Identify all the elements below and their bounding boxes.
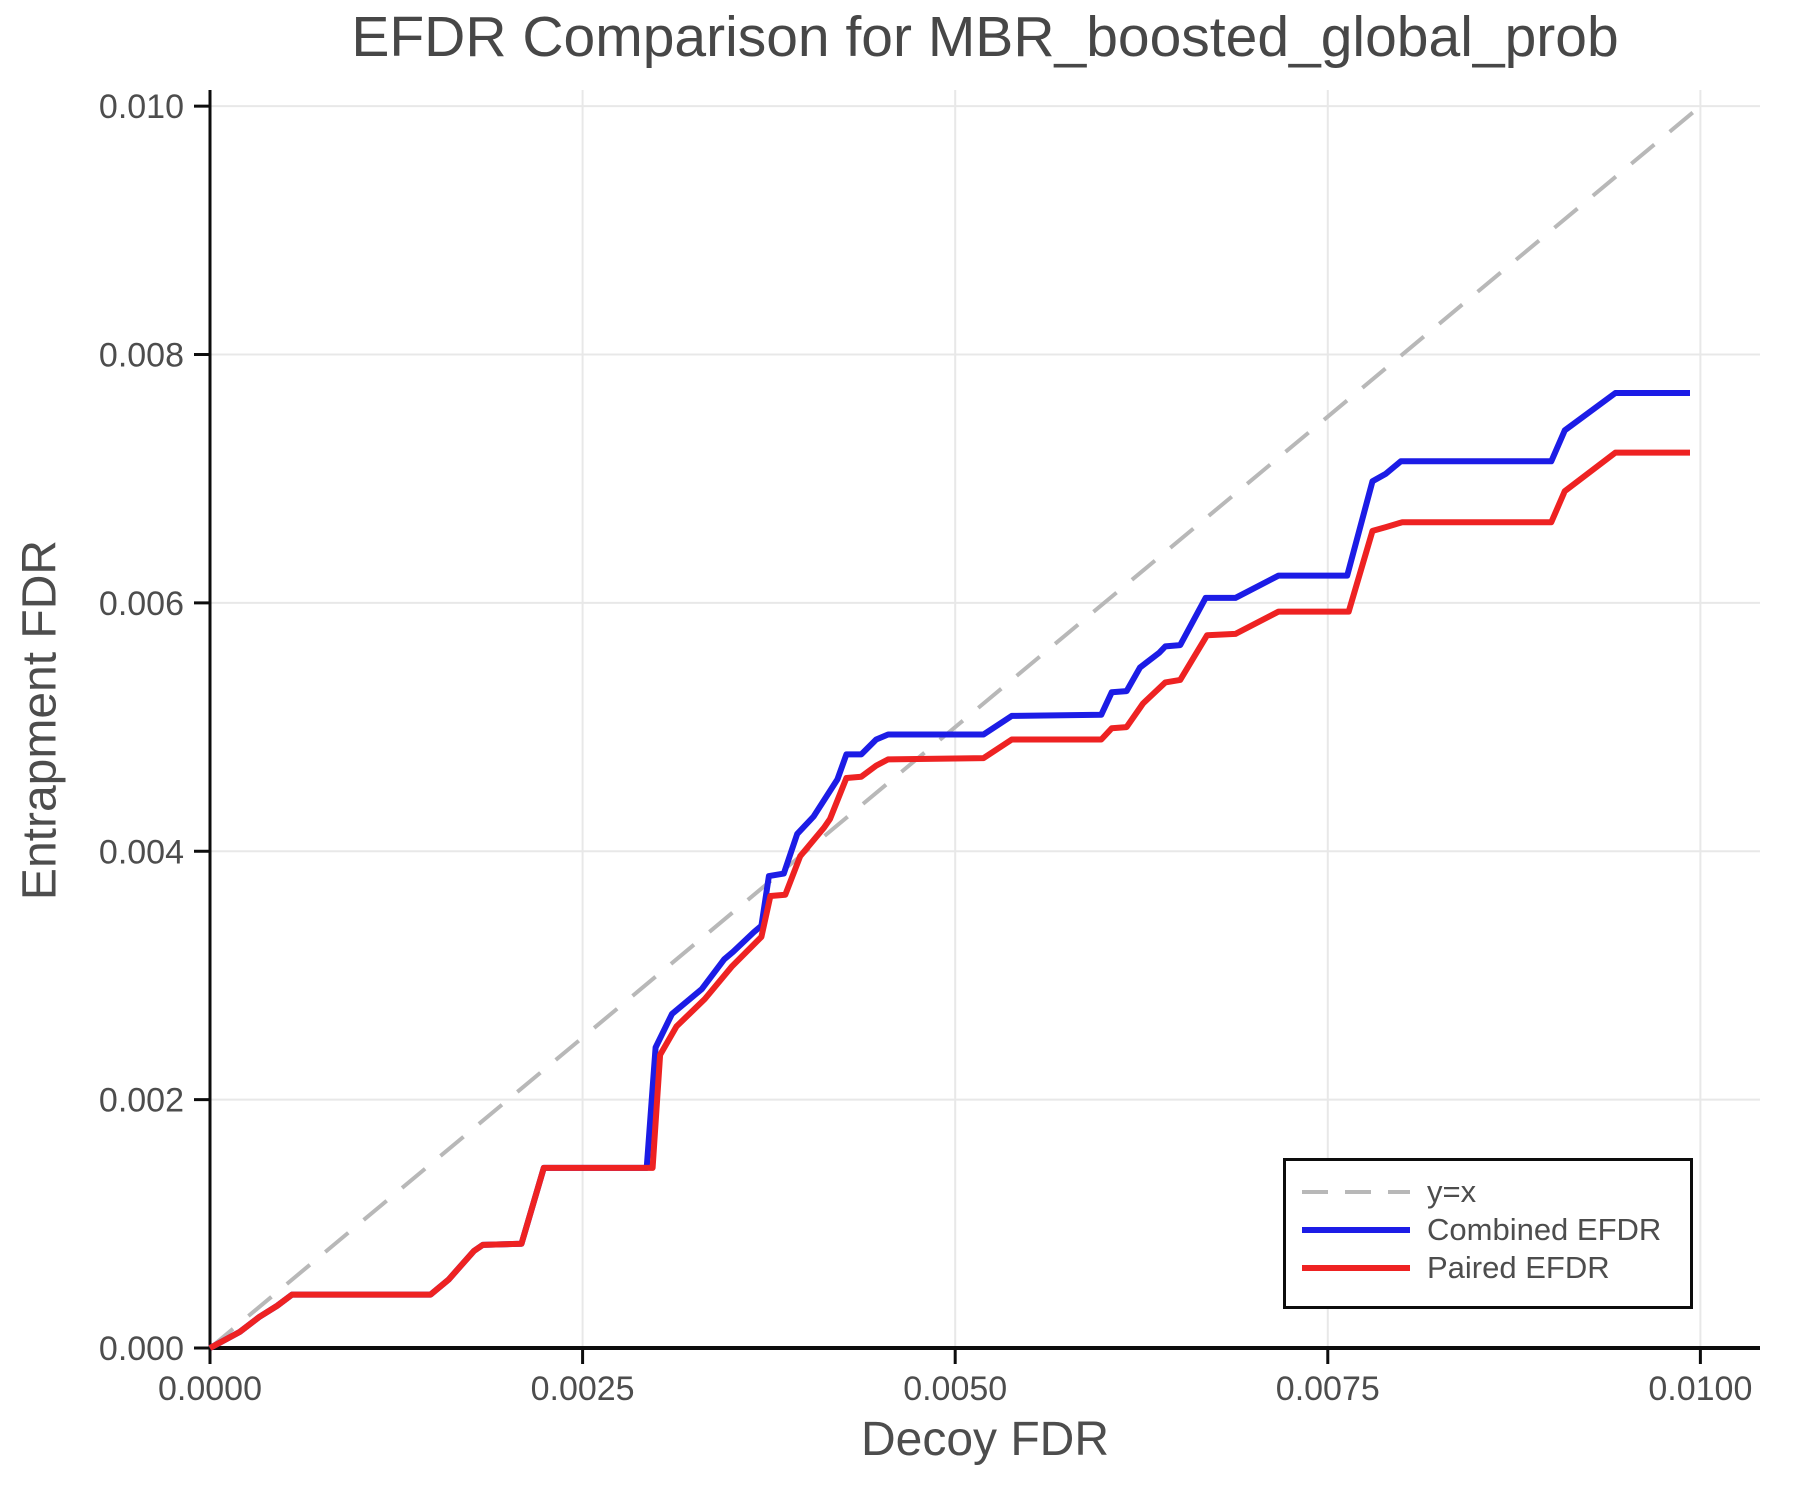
x-tick-label: 0.0050	[903, 1370, 1007, 1408]
x-tick-label: 0.0075	[1276, 1370, 1380, 1408]
y-tick-label: 0.006	[99, 585, 184, 623]
chart-title: EFDR Comparison for MBR_boosted_global_p…	[351, 5, 1619, 69]
y-tick-label: 0.004	[99, 833, 184, 871]
legend-label-combined-efdr: Combined EFDR	[1427, 1212, 1662, 1247]
paired-efdr-line	[208, 449, 1690, 1351]
paired-efdr-swatch	[1302, 1265, 1410, 1271]
y-tick-label: 0.008	[99, 337, 184, 375]
legend-label-identity: y=x	[1427, 1174, 1477, 1209]
series-layer	[208, 390, 1690, 1351]
y-axis-title: Entrapment FDR	[13, 539, 67, 901]
identity-line-swatch	[1302, 1190, 1410, 1194]
x-axis-title: Decoy FDR	[860, 1413, 1110, 1466]
identity-line	[208, 105, 1701, 1350]
axes-layer: 0.0000 0.0025 0.0050 0.0075 0.0100 0.000 0.002…	[99, 88, 1760, 1408]
legend-row-identity: y=x	[1302, 1173, 1690, 1211]
x-tick-label: 0.0000	[158, 1370, 262, 1408]
legend-row-combined-efdr: Combined EFDR	[1302, 1211, 1690, 1249]
legend-label-paired-efdr: Paired EFDR	[1427, 1250, 1610, 1285]
y-tick-label: 0.010	[99, 88, 184, 126]
combined-efdr-swatch	[1302, 1227, 1410, 1233]
x-tick-label: 0.0025	[531, 1370, 635, 1408]
legend: y=x Combined EFDR Paired EFDR	[1283, 1158, 1693, 1309]
y-tick-label: 0.000	[99, 1330, 184, 1368]
legend-row-paired-efdr: Paired EFDR	[1302, 1249, 1690, 1287]
y-tick-label: 0.002	[99, 1082, 184, 1120]
x-tick-label: 0.0100	[1648, 1370, 1752, 1408]
